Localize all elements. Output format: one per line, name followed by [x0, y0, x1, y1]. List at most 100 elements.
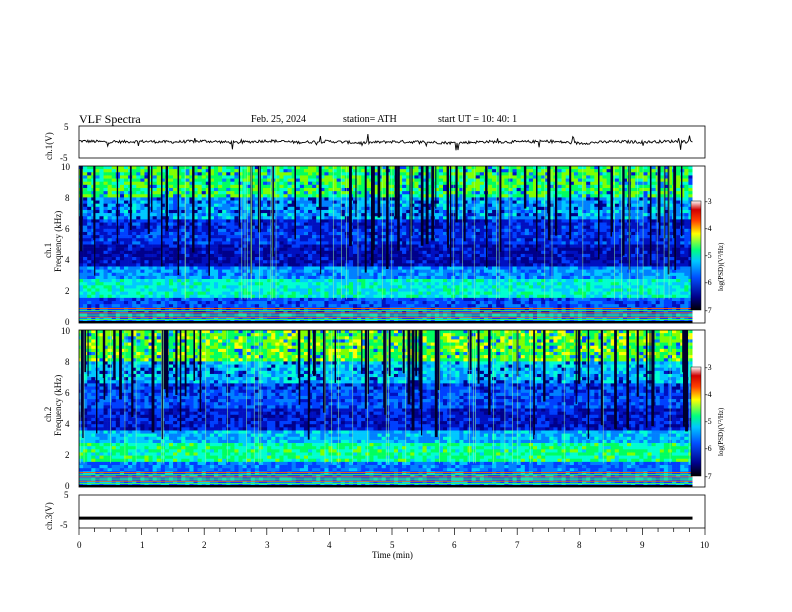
spec1-cell — [279, 263, 284, 267]
spec1-cell — [218, 209, 223, 214]
spec1-cell — [144, 260, 149, 264]
spec1-cell — [561, 206, 566, 211]
spec1-cell — [254, 260, 260, 264]
spec1-cell — [123, 257, 129, 261]
spec1-cell — [402, 247, 407, 252]
spec1-cell — [598, 228, 603, 233]
spec1-cell — [426, 241, 432, 245]
spec1-cell — [320, 231, 325, 236]
spec1-cell — [447, 166, 452, 170]
spec1-cell — [365, 228, 370, 233]
spec1-cell — [295, 175, 301, 179]
spec1-cell — [602, 175, 607, 179]
spec1-cell — [193, 166, 198, 170]
spec1-cell — [545, 231, 550, 236]
spec1-cell — [263, 213, 268, 217]
spec1-cell — [320, 247, 325, 252]
spec1-cell — [328, 175, 333, 179]
spec1-cell — [667, 191, 673, 195]
spec1-cell — [459, 250, 464, 255]
spec1-cell — [508, 260, 513, 264]
spec1-cell — [475, 247, 481, 252]
spec1-cell — [218, 200, 223, 204]
spec1-cell — [140, 247, 145, 252]
spec1-cell — [320, 253, 325, 258]
spec1-cell — [361, 181, 366, 186]
spec1-cell — [177, 187, 182, 192]
spec1-cell — [115, 266, 121, 270]
spec1-cell — [377, 257, 382, 261]
spec1-cell — [577, 219, 583, 223]
spec1-cell — [528, 253, 534, 258]
spec1-cell — [140, 181, 145, 186]
spec1-cell — [586, 231, 591, 236]
spec1-cell — [287, 241, 292, 245]
spec1-cell — [590, 181, 595, 186]
spec1-cell — [316, 253, 321, 258]
spec1-cell — [303, 200, 309, 204]
spec1-cell — [340, 266, 346, 270]
spec1-cell — [197, 197, 202, 201]
spec1-cell — [553, 263, 558, 267]
spec1-cell — [577, 166, 583, 170]
spec1-cell — [234, 231, 239, 236]
spec1-cell — [667, 260, 673, 264]
spec1-cell — [672, 253, 677, 258]
spec1-cell — [140, 206, 145, 211]
spec1-cell — [128, 253, 133, 258]
spec1-cell — [565, 178, 571, 182]
spec1-cell — [688, 222, 693, 226]
spec1-cell — [205, 244, 211, 248]
spec1-cell — [181, 250, 186, 255]
spec1-cell — [222, 200, 227, 204]
spec1-cell — [684, 166, 689, 170]
spec1-cell — [528, 206, 534, 211]
x-tick-label: 3 — [265, 540, 270, 550]
spec1-cell — [173, 222, 178, 226]
spec1-cell — [618, 241, 624, 245]
spec1-cell — [340, 213, 346, 217]
spec1-cell — [140, 241, 145, 245]
spec1-cell — [185, 266, 190, 270]
spec1-cell — [365, 169, 370, 173]
spec1-cell — [152, 263, 158, 267]
spec1-cell — [222, 187, 227, 192]
spec1-cell — [492, 219, 497, 223]
spec1-cell — [500, 250, 505, 255]
spec1-cell — [303, 206, 309, 211]
spec1-cell — [479, 253, 485, 258]
spec1-cell — [504, 247, 509, 252]
spec1-cell — [676, 213, 681, 217]
spec1-cell — [344, 206, 350, 211]
spec1-cell — [267, 238, 272, 242]
spec1-cell — [308, 244, 313, 248]
spec1-cell — [471, 166, 477, 170]
spec1-cell — [443, 209, 448, 214]
spec1-cell — [83, 213, 88, 217]
spec1-cell — [193, 228, 198, 233]
spec1-cell — [487, 181, 493, 186]
spec1-cell — [111, 231, 117, 236]
spec1-cell — [332, 266, 337, 270]
spec1-cell — [107, 263, 113, 267]
spec1-cell — [418, 216, 423, 220]
spec1-cell — [381, 178, 387, 182]
spec1-cell — [312, 219, 317, 223]
spec1-cell — [324, 247, 329, 252]
spec1-cell — [283, 257, 288, 261]
spec1-cell — [173, 225, 178, 230]
spec1-cell — [365, 200, 370, 204]
spec1-cell — [103, 181, 108, 186]
spec1-cell — [361, 209, 366, 214]
spec1-cell — [99, 257, 104, 261]
spec1-cell — [680, 203, 685, 208]
spec1-cell — [651, 216, 656, 220]
spec1-cell — [684, 175, 689, 179]
spec1-cell — [148, 250, 153, 255]
spec1-cell — [111, 247, 117, 252]
spec1-cell — [209, 231, 215, 236]
spec1-cell — [541, 200, 546, 204]
spec1-cell — [344, 172, 350, 176]
spec1-cell — [258, 238, 264, 242]
spec1-cell — [598, 253, 603, 258]
